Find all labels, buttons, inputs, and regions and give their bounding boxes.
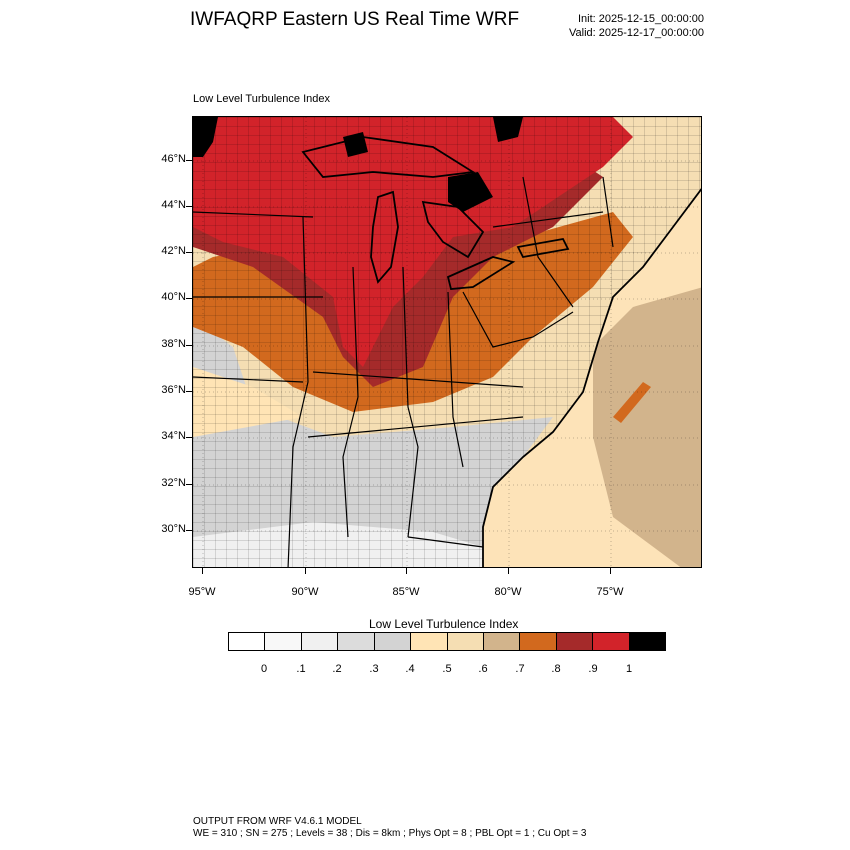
colorbar-label: 0 (260, 663, 268, 675)
lat-label-34: 34°N (161, 430, 186, 442)
colorbar-box (593, 633, 630, 650)
lake-superior (301, 136, 476, 178)
colorbar-label: .3 (369, 663, 379, 675)
lon-label-75: 75°W (596, 586, 624, 598)
colorbar-label: .4 (405, 663, 415, 675)
colorbar-box (301, 633, 339, 650)
colorbar-box (265, 633, 302, 650)
lat-label-40: 40°N (161, 291, 186, 303)
colorbar-box (411, 633, 448, 650)
lon-label-85: 85°W (392, 586, 420, 598)
footer-config-line: WE = 310 ; SN = 275 ; Levels = 38 ; Dis … (193, 828, 587, 839)
lat-label-36: 36°N (161, 384, 186, 396)
plot-title: IWFAQRP Eastern US Real Time WRF (190, 9, 520, 30)
map-panel (192, 116, 702, 568)
graticule (193, 117, 701, 567)
lat-tick (186, 484, 192, 485)
colorbar-label: .7 (515, 663, 525, 675)
colorbar-box (520, 633, 557, 650)
lat-tick (186, 252, 192, 253)
lake-erie (446, 256, 516, 290)
field-title: Low Level Turbulence Index (193, 93, 330, 105)
lat-tick (186, 437, 192, 438)
colorbar-box (556, 633, 594, 650)
colorbar-box (629, 633, 666, 650)
lon-tick (610, 568, 611, 574)
lat-tick (186, 530, 192, 531)
lat-label-30: 30°N (161, 523, 186, 535)
footer-model-line: OUTPUT FROM WRF V4.6.1 MODEL (193, 816, 362, 827)
county-grid-overlay (193, 117, 701, 567)
colorbar-box (229, 633, 266, 650)
lat-label-46: 46°N (161, 153, 186, 165)
lat-label-38: 38°N (161, 338, 186, 350)
offshore-tan-region (593, 287, 701, 567)
colorbar-box (338, 633, 375, 650)
colorbar-label: .6 (478, 663, 488, 675)
colorbar-title: Low Level Turbulence Index (369, 617, 519, 631)
lake-ontario (516, 237, 570, 259)
lon-tick (202, 568, 203, 574)
colorbar-label: .9 (588, 663, 598, 675)
init-time: Init: 2025-12-15_00:00:00 (578, 13, 704, 25)
lon-tick (406, 568, 407, 574)
state-borders (193, 176, 614, 567)
lat-tick (186, 160, 192, 161)
lat-tick (186, 345, 192, 346)
lat-tick (186, 206, 192, 207)
lat-label-44: 44°N (161, 199, 186, 211)
lon-label-80: 80°W (494, 586, 522, 598)
coastline (482, 188, 701, 567)
lake-michigan (370, 190, 399, 284)
offshore-orange-streak (613, 382, 651, 423)
colorbar-label: .1 (296, 663, 306, 675)
colorbar-box (374, 633, 412, 650)
lon-tick (508, 568, 509, 574)
colorbar-label: 1 (625, 663, 633, 675)
lon-label-95: 95°W (188, 586, 216, 598)
lat-label-42: 42°N (161, 245, 186, 257)
colorbar-label: .5 (442, 663, 452, 675)
lat-tick (186, 298, 192, 299)
colorbar-label: .2 (332, 663, 342, 675)
colorbar (228, 632, 666, 651)
colorbar-box (483, 633, 521, 650)
lat-tick (186, 391, 192, 392)
valid-time: Valid: 2025-12-17_00:00:00 (569, 27, 704, 39)
colorbar-label: .8 (551, 663, 561, 675)
colorbar-box (447, 633, 484, 650)
lat-label-32: 32°N (161, 477, 186, 489)
lon-label-90: 90°W (291, 586, 319, 598)
turbulence-map (193, 117, 701, 567)
lon-tick (305, 568, 306, 574)
